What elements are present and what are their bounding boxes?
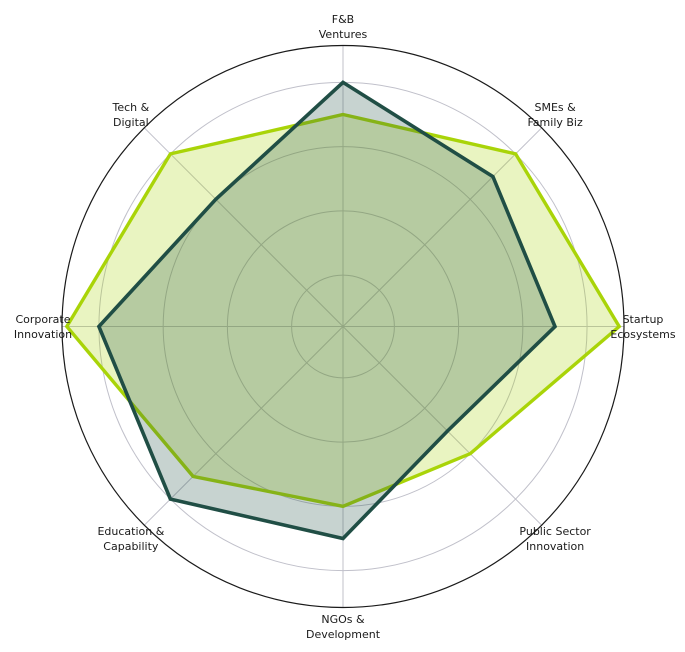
axis-label-corporate-innovation: Corporate Innovation [14, 313, 72, 341]
axis-label-education-capability: Education & Capability [97, 525, 164, 553]
axis-label-fb-ventures: F&B Ventures [319, 13, 368, 41]
axis-label-ngos-development: NGOs & Development [306, 613, 381, 641]
axis-label-smes-family-biz: SMEs & Family Biz [527, 100, 582, 128]
series-b-darkteal-polygon [96, 80, 558, 541]
outer-circle [61, 44, 625, 609]
grid-spoke [342, 127, 543, 327]
axis-label-tech-digital: Tech & Digital [112, 100, 150, 128]
axis-label-startup-ecosystems: Startup Ecosystems [610, 313, 675, 341]
axis-label-public-sector-innovation: Public Sector Innovation [519, 525, 591, 553]
grid-spoke [342, 326, 543, 526]
grid-spoke [143, 326, 344, 526]
grid-spoke [143, 127, 344, 327]
